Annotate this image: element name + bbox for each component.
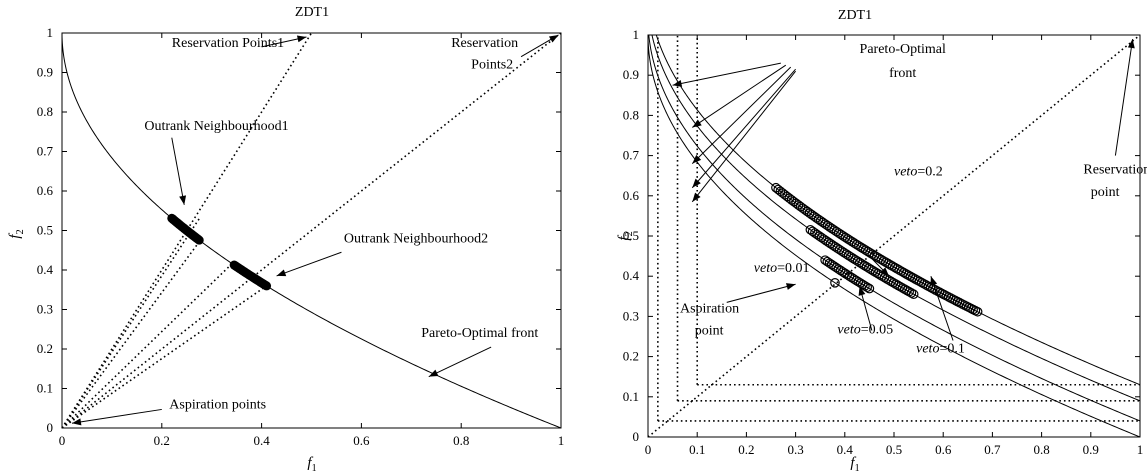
annotation-arrow xyxy=(172,138,186,205)
x-tick-label: 0.6 xyxy=(353,433,370,448)
y-tick-label: 0.4 xyxy=(623,268,640,283)
right-x-axis-label: f1 xyxy=(850,455,859,474)
solution-point xyxy=(262,281,271,290)
y-tick-label: 0.9 xyxy=(37,65,53,80)
annotation-label: Points2 xyxy=(471,58,513,73)
y-tick-label: 0 xyxy=(633,429,640,444)
left-y-axis-label: f2 xyxy=(7,229,26,238)
annotation-label: Reservation Points1 xyxy=(172,36,284,51)
annotation-label: point xyxy=(1091,185,1120,200)
annotation-label: Outrank Neighbourhood1 xyxy=(144,119,288,134)
annotation-label: Outrank Neighbourhood2 xyxy=(344,231,488,246)
annotation-label: veto=0.1 xyxy=(916,342,965,357)
pareto-front-line xyxy=(656,35,1140,385)
annotation-label: Pareto-Optimal front xyxy=(421,326,538,341)
reference-dotted-line xyxy=(648,35,1140,437)
y-tick-label: 0.7 xyxy=(623,148,640,163)
outrank-cluster xyxy=(167,214,203,245)
x-tick-label: 1 xyxy=(558,433,565,448)
y-tick-label: 0.9 xyxy=(623,67,639,82)
annotation-label: veto=0.2 xyxy=(894,165,943,180)
annotation-label: Aspiration points xyxy=(169,397,266,412)
annotation-arrow xyxy=(931,276,954,340)
x-tick-label: 1 xyxy=(1137,442,1144,457)
annotation-arrow xyxy=(1115,39,1134,156)
annotation-label: front xyxy=(889,66,916,81)
right-chart-title: ZDT1 xyxy=(838,8,872,23)
y-tick-label: 0.3 xyxy=(37,302,53,317)
x-tick-label: 0 xyxy=(645,442,652,457)
y-tick-label: 1 xyxy=(47,25,54,40)
annotation-label: Aspiration xyxy=(680,301,739,316)
left-x-axis-label-sub: 1 xyxy=(312,463,317,474)
x-tick-label: 0.2 xyxy=(154,433,170,448)
x-tick-label: 0.8 xyxy=(1033,442,1049,457)
annotation-label: veto=0.01 xyxy=(754,261,810,276)
y-tick-label: 0 xyxy=(47,420,54,435)
outrank-cluster xyxy=(230,261,271,291)
pareto-front-line xyxy=(649,35,1140,421)
annotation-arrow xyxy=(429,347,491,377)
annotation-label: Reservation xyxy=(1083,163,1147,178)
left-x-axis-label: f1 xyxy=(307,455,316,474)
y-tick-label: 0.8 xyxy=(37,104,53,119)
y-tick-label: 0.3 xyxy=(623,308,639,323)
annotation-label: Reservation xyxy=(451,36,518,51)
annotation-arrow xyxy=(692,69,795,188)
x-tick-label: 0.2 xyxy=(738,442,754,457)
annotation-arrow xyxy=(692,71,795,202)
y-tick-label: 0.7 xyxy=(37,144,54,159)
y-tick-label: 1 xyxy=(633,27,640,42)
left-chart: ZDT1 0 0.2 0.4 0.6 0.8 1 0 0.1 0.2 0.3 0.4 0.5 0.6 0.… xyxy=(7,5,564,474)
y-tick-label: 0.8 xyxy=(623,107,639,122)
annotation-arrow xyxy=(277,252,342,276)
y-tick-label: 0.1 xyxy=(37,381,53,396)
x-tick-label: 0.4 xyxy=(253,433,270,448)
x-tick-label: 0.5 xyxy=(886,442,902,457)
left-y-axis-label-sub: 2 xyxy=(15,229,26,234)
solution-point xyxy=(195,236,204,245)
right-y-axis-label-sub: 2 xyxy=(624,231,635,236)
x-tick-label: 0 xyxy=(59,433,66,448)
x-tick-label: 0.9 xyxy=(1083,442,1099,457)
annotation-label: point xyxy=(695,323,724,338)
left-chart-title: ZDT1 xyxy=(295,5,329,20)
x-tick-label: 0.1 xyxy=(689,442,705,457)
y-tick-label: 0.5 xyxy=(37,223,53,238)
annotation-arrow xyxy=(692,67,790,163)
annotation-arrow xyxy=(727,283,796,302)
x-tick-label: 0.3 xyxy=(787,442,803,457)
right-x-axis-label-sub: 1 xyxy=(855,463,860,474)
x-tick-label: 0.7 xyxy=(984,442,1001,457)
annotation-arrow xyxy=(521,35,558,57)
annotation-label: Pareto-Optimal xyxy=(860,42,946,57)
x-tick-label: 0.6 xyxy=(935,442,952,457)
x-tick-label: 0.8 xyxy=(453,433,469,448)
annotation-arrow xyxy=(673,63,781,87)
y-tick-label: 0.6 xyxy=(37,183,54,198)
pareto-front-line xyxy=(652,35,1140,401)
y-tick-label: 0.4 xyxy=(37,262,54,277)
y-tick-label: 0.6 xyxy=(623,188,640,203)
right-chart: ZDT1 0 0.1 0.2 0.3 0.4 0.5 0.6 0.7 0.8 0.9 1 0 0.1 0.… xyxy=(616,8,1147,474)
y-tick-label: 0.1 xyxy=(623,389,639,404)
y-tick-label: 0.2 xyxy=(37,341,53,356)
y-tick-label: 0.2 xyxy=(623,349,639,364)
annotation-label: veto=0.05 xyxy=(837,322,893,337)
